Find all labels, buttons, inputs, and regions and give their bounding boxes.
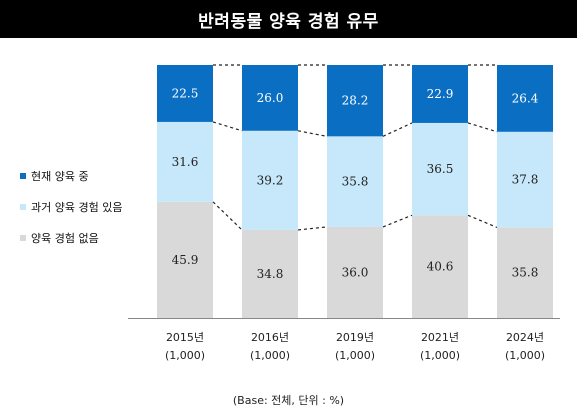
bar-1-3 xyxy=(412,122,468,216)
x-sample-label-4: (1,000) xyxy=(505,349,545,362)
bar-2-0 xyxy=(157,65,213,122)
x-tick-label-4: 2024년 xyxy=(506,331,544,344)
data-label-1-3: 36.5 xyxy=(427,162,454,176)
data-label-1-4: 37.8 xyxy=(512,173,539,187)
bar-0-4 xyxy=(497,227,553,318)
bar-0-1 xyxy=(242,229,298,318)
data-label-0-2: 36.0 xyxy=(342,265,369,279)
data-label-2-2: 28.2 xyxy=(342,94,369,108)
data-label-2-1: 26.0 xyxy=(257,91,284,105)
data-label-2-0: 22.5 xyxy=(172,86,199,100)
connector-0-2 xyxy=(382,214,413,228)
bar-1-4 xyxy=(497,131,553,228)
legend-item-past: 과거 양육 경험 있음 xyxy=(20,199,122,215)
data-label-1-0: 31.6 xyxy=(172,155,199,169)
connector-1-3 xyxy=(467,122,498,133)
x-sample-label-0: (1,000) xyxy=(165,349,205,362)
legend-item-none: 양육 경험 없음 xyxy=(20,230,122,246)
bar-0-3 xyxy=(412,215,468,318)
legend-label-past: 과거 양육 경험 있음 xyxy=(31,201,123,214)
x-tick-label-1: 2016년 xyxy=(251,331,289,344)
bar-1-1 xyxy=(242,130,298,230)
data-label-1-1: 39.2 xyxy=(257,173,284,187)
connector-0-0 xyxy=(212,201,243,231)
x-sample-label-1: (1,000) xyxy=(250,349,290,362)
legend-swatch-past xyxy=(20,204,26,210)
legend-label-none: 양육 경험 없음 xyxy=(31,232,99,245)
connector-1-2 xyxy=(382,122,413,137)
data-label-0-0: 45.9 xyxy=(172,253,199,267)
x-sample-label-2: (1,000) xyxy=(335,349,375,362)
bar-0-2 xyxy=(327,226,383,318)
data-label-0-1: 34.8 xyxy=(257,267,284,281)
x-tick-label-2: 2019년 xyxy=(336,331,374,344)
legend-swatch-current xyxy=(20,173,26,179)
data-label-2-3: 22.9 xyxy=(427,87,454,101)
data-label-0-3: 40.6 xyxy=(427,260,454,274)
bar-2-2 xyxy=(327,65,383,137)
legend-label-current: 현재 양육 중 xyxy=(31,170,89,183)
legend: 현재 양육 중 과거 양육 경험 있음 양육 경험 없음 xyxy=(20,168,122,261)
bar-1-2 xyxy=(327,136,383,227)
x-sample-label-3: (1,000) xyxy=(420,349,460,362)
connector-0-3 xyxy=(467,214,498,228)
data-label-1-2: 35.8 xyxy=(342,175,369,189)
x-tick-label-0: 2015년 xyxy=(166,331,204,344)
bar-2-4 xyxy=(497,65,553,132)
connector-1-0 xyxy=(212,121,243,132)
bar-2-3 xyxy=(412,65,468,123)
x-tick-label-3: 2021년 xyxy=(421,331,459,344)
bar-2-1 xyxy=(242,65,298,131)
bar-1-0 xyxy=(157,121,213,202)
data-label-2-4: 26.4 xyxy=(512,91,539,105)
chart-title: 반려동물 양육 경험 유무 xyxy=(0,0,577,38)
legend-swatch-none xyxy=(20,235,26,241)
footnote: (Base: 전체, 단위 : %) xyxy=(232,394,345,407)
legend-item-current: 현재 양육 중 xyxy=(20,168,122,184)
connector-1-1 xyxy=(297,130,328,137)
data-label-0-4: 35.8 xyxy=(512,266,539,280)
bar-0-0 xyxy=(157,201,213,318)
connector-0-1 xyxy=(297,226,328,231)
